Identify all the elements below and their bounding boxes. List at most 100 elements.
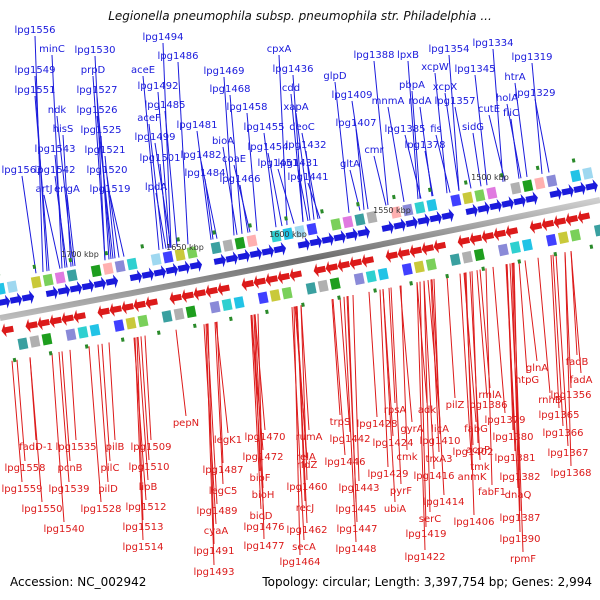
forward-color-block [270, 229, 282, 243]
feature-track-cell [162, 250, 185, 321]
reverse-gene-label: trxA3 [426, 454, 453, 465]
reverse-arrow [481, 229, 495, 244]
reverse-gene-label: lpg1424 [373, 438, 414, 449]
reverse-gene-label: fadD-1 [19, 442, 53, 453]
forward-arrow [237, 248, 251, 263]
reverse-gene-label: relA [296, 452, 316, 463]
reverse-arrow [49, 314, 62, 329]
reverse-gene-label: lpg1514 [123, 542, 164, 553]
forward-gene-label: lpg1543 [35, 144, 76, 155]
forward-arrow [297, 237, 310, 251]
forward-gene-label: sidG [462, 122, 484, 133]
forward-color-block [102, 262, 114, 275]
marker-tick [284, 216, 288, 221]
reverse-color-block [221, 298, 233, 312]
forward-gene-label: lpg1357 [435, 96, 476, 107]
reverse-color-block [89, 323, 101, 337]
forward-gene-label: rodA [408, 96, 431, 107]
reverse-arrow [457, 234, 471, 249]
feature-track-cell [6, 280, 29, 350]
forward-gene-label: lpg1563 [2, 165, 43, 176]
forward-color-block [570, 169, 582, 183]
reverse-arrow [565, 212, 579, 227]
forward-gene-label: cutE [478, 104, 500, 115]
reverse-leader-line [524, 260, 538, 362]
forward-color-block [426, 198, 438, 212]
forward-gene-label: artJ [35, 184, 52, 195]
forward-gene-label: lpg1469 [204, 66, 245, 77]
reverse-arrow [181, 289, 194, 303]
reverse-leader-line [431, 279, 445, 496]
reverse-gene-label: lpg1402 [453, 447, 494, 458]
reverse-gene-label: lpg1381 [495, 453, 536, 464]
reverse-arrow [553, 215, 567, 229]
reverse-leader-line [251, 314, 265, 521]
reverse-leader-line [423, 280, 435, 470]
feature-track-cell [441, 208, 461, 266]
marker-tick [176, 237, 181, 242]
marker-tick [499, 172, 504, 178]
forward-leader-line [196, 130, 212, 240]
forward-leader-line [177, 61, 189, 245]
forward-leader-line [355, 128, 365, 210]
reverse-gene-label: legK1 [214, 435, 242, 446]
forward-leader-line [142, 75, 160, 250]
reverse-gene-label: pilZ [446, 400, 465, 411]
forward-color-block [330, 218, 342, 231]
feature-track-cell [354, 201, 377, 293]
reverse-gene-label: lpg1539 [49, 484, 90, 495]
forward-arrow [21, 290, 35, 304]
forward-arrow [165, 262, 179, 277]
reverse-leader-line [101, 343, 111, 462]
forward-color-block [234, 236, 246, 250]
forward-leader-line [292, 74, 304, 222]
forward-gene-label: lpg1468 [210, 84, 251, 95]
reverse-leader-line [214, 322, 224, 485]
reverse-leader-line [203, 324, 217, 525]
forward-gene-label: bioA [212, 136, 234, 147]
forward-gene-label: cpxA [267, 44, 292, 55]
marker-tick [104, 250, 109, 256]
forward-leader-line [531, 62, 543, 174]
reverse-leader-line [332, 298, 346, 456]
forward-arrow [45, 285, 59, 300]
reverse-leader-line [58, 351, 70, 483]
forward-arrow [153, 265, 167, 279]
forward-leader-line [94, 55, 106, 261]
reverse-leader-line [492, 266, 506, 414]
feature-track-cell [66, 257, 89, 349]
reverse-gene-label: rmlA [478, 390, 501, 401]
reverse-color-block [125, 317, 137, 330]
reverse-leader-line [469, 271, 481, 461]
forward-leader-line [334, 81, 350, 213]
forward-gene-label: lpg1484 [185, 168, 226, 179]
scale-mark-label: 1500 kbp [471, 173, 509, 182]
reverse-gene-label: serC [419, 514, 441, 525]
forward-gene-label: fis [430, 124, 442, 135]
forward-arrow [417, 213, 430, 228]
forward-gene-label: lpg1521 [85, 145, 126, 156]
marker-tick [320, 209, 324, 214]
feature-track-cell [426, 187, 450, 279]
feature-track-cell [342, 215, 365, 286]
forward-leader-line [66, 194, 76, 266]
reverse-gene-label: lpg1443 [339, 483, 380, 494]
forward-color-block [222, 239, 234, 252]
reverse-leader-line [512, 262, 524, 553]
forward-arrow [429, 210, 442, 225]
reverse-gene-label: lpg1487 [203, 465, 244, 476]
reverse-leader-line [352, 295, 360, 482]
reverse-color-block [137, 314, 149, 328]
forward-gene-label: lpg1530 [75, 45, 116, 56]
reverse-gene-label: rnhB [538, 395, 562, 406]
reverse-arrow [121, 300, 134, 315]
feature-track-cell [114, 260, 137, 330]
forward-gene-label: lpxB [397, 50, 419, 61]
reverse-color-block [473, 248, 485, 262]
forward-gene-label: lpg1378 [405, 140, 446, 151]
reverse-arrow [265, 272, 278, 287]
forward-leader-line [404, 134, 422, 199]
forward-leader-line [104, 155, 116, 259]
reverse-leader-line [257, 313, 265, 540]
reverse-leader-line [570, 250, 582, 374]
